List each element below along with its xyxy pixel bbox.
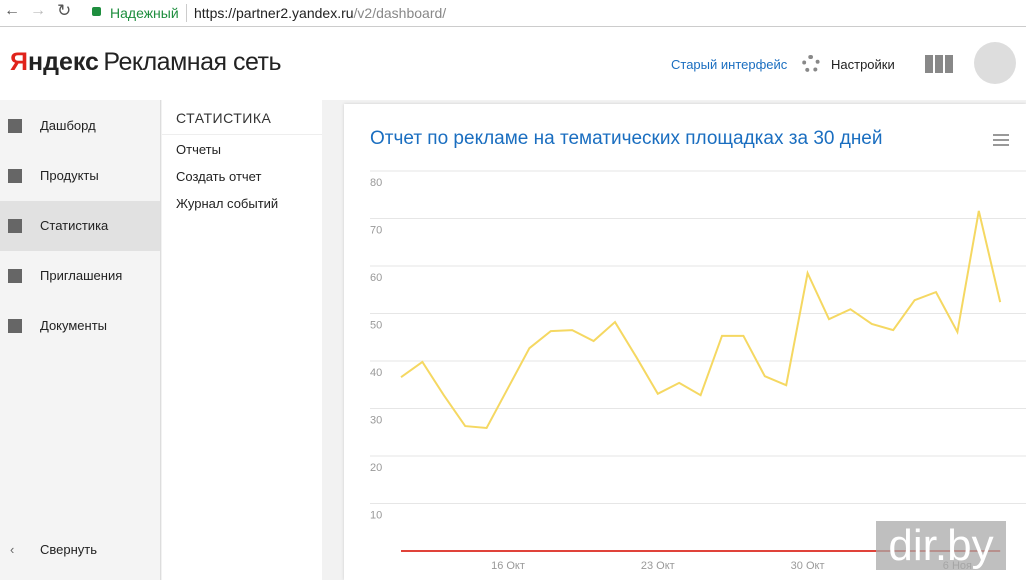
secure-label: Надежный [110, 5, 179, 21]
y-tick-label: 50 [370, 319, 382, 331]
nav-item[interactable]: Приглашения [0, 251, 160, 301]
lock-icon [92, 7, 101, 16]
chart-title: Отчет по рекламе на тематических площадк… [370, 128, 883, 149]
chevron: ‹ [10, 542, 15, 557]
nav-label: Дашборд [40, 118, 96, 133]
y-tick-label: 10 [370, 509, 382, 521]
chart-card: Отчет по рекламе на тематических площадк… [344, 104, 1026, 580]
browser-bar: ← → ↻ Надежный https://partner2.yandex.r… [0, 0, 1026, 27]
nav-item[interactable]: Дашборд [0, 101, 160, 151]
settings-icon[interactable] [802, 55, 820, 73]
icon [8, 169, 22, 183]
logo[interactable]: Яндекс Рекламная сеть [10, 48, 282, 77]
submenu: СТАТИСТИКА Отчеты Создать отчет Журнал с… [162, 100, 322, 580]
nav-item[interactable]: Продукты [0, 151, 160, 201]
y-tick-label: 30 [370, 414, 382, 426]
url-path: /v2/dashboard/ [353, 5, 447, 21]
nav-label: Продукты [40, 168, 99, 183]
icon [8, 269, 22, 283]
divider [162, 134, 322, 135]
forward[interactable]: → [30, 2, 46, 19]
header: Яндекс Рекламная сеть Старый интерфейс Н… [0, 27, 1026, 100]
divider [186, 4, 187, 22]
submenu-item[interactable]: Создать отчет [176, 169, 262, 184]
submenu-item[interactable]: Отчеты [176, 142, 221, 157]
watermark: dir.by [876, 521, 1006, 570]
reload[interactable]: ↻ [57, 1, 72, 20]
line [400, 210, 1002, 430]
y-tick-label: 40 [370, 367, 382, 379]
logo-product: Рекламная сеть [103, 48, 282, 76]
y-tick-label: 20 [370, 462, 382, 474]
y-tick-label: 80 [370, 177, 382, 189]
old-interface-link[interactable]: Старый интерфейс [671, 57, 788, 72]
nav-label: Статистика [40, 218, 109, 233]
url-host: https://partner2.yandex.ru [194, 5, 354, 21]
y-tick-label: 60 [370, 272, 382, 284]
x-tick-label: 30 Окт [791, 560, 825, 572]
logo-brand: Яндекс [10, 48, 99, 76]
back[interactable]: ← [4, 2, 20, 19]
nav-item[interactable]: Документы [0, 301, 160, 351]
settings-link[interactable]: Настройки [831, 57, 895, 72]
collapse-label: Свернуть [40, 542, 98, 557]
avatar[interactable] [974, 42, 1016, 84]
apps-icon[interactable] [925, 55, 953, 73]
nav-item[interactable]: Статистика [0, 201, 160, 251]
collapse[interactable]: ‹ Свернуть [0, 525, 160, 575]
icon [8, 219, 22, 233]
submenu-item[interactable]: Журнал событий [176, 196, 279, 211]
icon [8, 119, 22, 133]
x-tick-label: 23 Окт [641, 560, 675, 572]
url[interactable]: https://partner2.yandex.ru/v2/dashboard/ [194, 5, 446, 21]
sidebar: Дашборд Продукты Статистика Приглашения … [0, 100, 161, 580]
y-tick-label: 70 [370, 224, 382, 236]
nav-label: Документы [40, 318, 108, 333]
filter-icon[interactable] [993, 134, 1009, 146]
nav-label: Приглашения [40, 268, 123, 283]
icon [8, 319, 22, 333]
x-tick-label: 16 Окт [491, 560, 525, 572]
submenu-title: СТАТИСТИКА [176, 110, 272, 126]
